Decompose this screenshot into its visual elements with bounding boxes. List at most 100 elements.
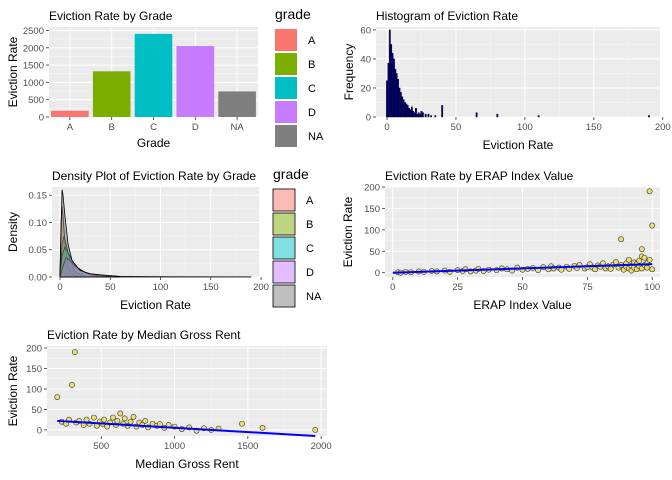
histogram-bar	[415, 108, 417, 118]
histogram-bar	[648, 115, 650, 118]
x-tick-label: 1000	[164, 441, 185, 452]
legend-label-a: A	[308, 35, 316, 47]
scatter-point	[69, 381, 75, 388]
y-tick-label: 0.15	[29, 191, 48, 202]
x-tick-label: 0	[390, 282, 395, 293]
histogram-bar	[410, 106, 413, 118]
scatter-point	[649, 222, 656, 229]
scatter-point	[641, 254, 648, 261]
histogram-bar	[420, 110, 423, 118]
scatter-point	[54, 394, 61, 401]
x-tick-label: 200	[655, 122, 671, 133]
scatter-median-gross-rent: 0 50 100 150 200 500 1000 1500 2000 Eviction Rate…	[6, 328, 332, 471]
scatter-point	[130, 413, 137, 420]
histogram-bar	[404, 102, 406, 118]
x-axis-label: Eviction Rate	[483, 138, 554, 152]
scatter-point	[121, 415, 128, 422]
y-tick-label: 150	[26, 364, 42, 375]
y-tick-label: 40	[360, 54, 371, 65]
histogram-bar	[416, 113, 419, 118]
bar-b	[92, 71, 131, 117]
legend-key-na	[275, 125, 297, 147]
plot-panel	[376, 27, 660, 117]
scatter-point	[625, 256, 632, 263]
scatter-point	[117, 410, 124, 417]
x-tick-label: 100	[644, 282, 660, 293]
scatter-point	[127, 418, 134, 425]
trend-line	[392, 263, 653, 274]
chart-title: Histogram of Eviction Rate	[376, 9, 518, 23]
y-tick-label: 150	[364, 204, 380, 215]
legend-key-d	[275, 101, 297, 123]
scatter-point	[114, 417, 121, 424]
y-axis-label: Density	[6, 212, 20, 252]
legend-key-a	[272, 188, 296, 212]
x-tick-label: 100	[153, 282, 169, 293]
scatter-point	[612, 259, 619, 265]
y-tick-label: 0.10	[29, 218, 48, 229]
y-axis-label: Eviction Rate	[6, 36, 20, 107]
x-tick-label: 200	[253, 282, 269, 293]
x-tick-label: 50	[451, 122, 462, 133]
y-tick-label: 1500	[23, 61, 44, 72]
density-area-na	[59, 189, 252, 278]
y-tick-label: 0	[375, 268, 380, 279]
histogram-bar	[441, 105, 444, 118]
scatter-point	[71, 349, 78, 356]
legend-title: grade	[275, 6, 311, 22]
histogram-bar	[496, 113, 499, 118]
legend-label-d: D	[306, 267, 314, 279]
legend-label-b: B	[306, 219, 313, 231]
histogram-bar	[397, 79, 399, 118]
x-axis-label: ERAP Index Value	[473, 298, 572, 312]
histogram-bar	[405, 103, 408, 118]
x-tick-label: 0	[57, 282, 62, 293]
scatter-point	[259, 424, 266, 431]
histogram-bar	[398, 87, 401, 118]
scatter-point	[618, 236, 624, 243]
scatter-point	[312, 426, 319, 433]
chart-title: Density Plot of Eviction Rate by Grade	[52, 169, 256, 183]
bar-c	[134, 33, 173, 117]
legend-title: grade	[273, 166, 309, 182]
x-tick-label: 75	[582, 282, 593, 293]
scatter-point	[142, 417, 149, 424]
x-tick-label: 50	[517, 282, 528, 293]
histogram-bar	[393, 58, 395, 118]
histogram-bar	[421, 112, 424, 118]
x-tick-label: B	[109, 122, 115, 133]
legend-key-b	[272, 212, 296, 236]
y-tick-label: 0.00	[29, 273, 48, 284]
chart-title: Eviction Rate by ERAP Index Value	[385, 169, 574, 183]
scatter-point	[239, 420, 245, 427]
y-tick-label: 0	[366, 113, 371, 124]
histogram-bar	[388, 29, 391, 118]
legend-label-b: B	[308, 59, 315, 71]
x-tick-label: 150	[586, 122, 602, 133]
histogram-bar	[424, 113, 427, 118]
histogram-bar	[475, 112, 478, 118]
y-tick-label: 20	[360, 83, 371, 94]
x-axis-label: Eviction Rate	[120, 298, 191, 312]
x-axis-label: Grade	[137, 136, 171, 150]
chart-title: Eviction Rate by Median Gross Rent	[47, 328, 241, 342]
scatter-point	[110, 414, 116, 421]
histogram-bar	[427, 113, 430, 118]
x-tick-label: 0	[384, 122, 389, 133]
y-axis-label: Frequency	[342, 44, 356, 101]
plot-panel	[52, 187, 259, 277]
y-tick-label: 100	[26, 384, 42, 395]
y-tick-label: 0	[39, 113, 44, 124]
legend-label-a: A	[306, 195, 314, 207]
histogram-eviction-rate: 0 20 40 60 0 50 100 150 200 Histogram of Eviction…	[342, 9, 671, 152]
histogram-bar	[408, 108, 410, 118]
legend-label-c: C	[308, 83, 316, 95]
histogram-bar	[386, 80, 388, 118]
histogram-bar	[419, 113, 422, 118]
y-tick-label: 50	[369, 247, 380, 258]
legend-key-c	[275, 77, 297, 99]
bar-na	[218, 91, 256, 117]
scatter-point	[91, 414, 97, 421]
